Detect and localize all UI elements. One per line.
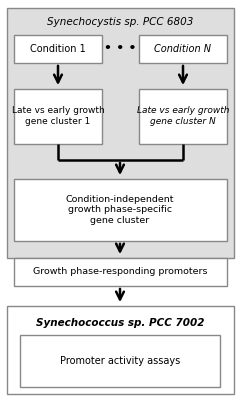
Text: Late vs early growth
gene cluster N: Late vs early growth gene cluster N <box>137 106 229 126</box>
Text: Condition N: Condition N <box>154 44 212 54</box>
Text: Condition-independent
growth phase-specific
gene cluster: Condition-independent growth phase-speci… <box>66 195 174 225</box>
Text: Growth phase-responding promoters: Growth phase-responding promoters <box>33 268 207 276</box>
Bar <box>14 35 102 63</box>
Text: Synechococcus sp. PCC 7002: Synechococcus sp. PCC 7002 <box>36 318 204 328</box>
Bar <box>7 8 234 258</box>
Bar <box>14 258 227 286</box>
Text: Late vs early growth
gene cluster 1: Late vs early growth gene cluster 1 <box>12 106 104 126</box>
Bar <box>7 306 234 394</box>
Text: Promoter activity assays: Promoter activity assays <box>60 356 180 366</box>
Text: Synechocystis sp. PCC 6803: Synechocystis sp. PCC 6803 <box>47 17 193 27</box>
Bar <box>14 179 227 241</box>
Text: Condition 1: Condition 1 <box>30 44 86 54</box>
Bar <box>139 89 227 144</box>
Bar <box>139 35 227 63</box>
Bar <box>14 89 102 144</box>
Text: • • •: • • • <box>104 42 136 56</box>
Bar <box>20 335 220 387</box>
